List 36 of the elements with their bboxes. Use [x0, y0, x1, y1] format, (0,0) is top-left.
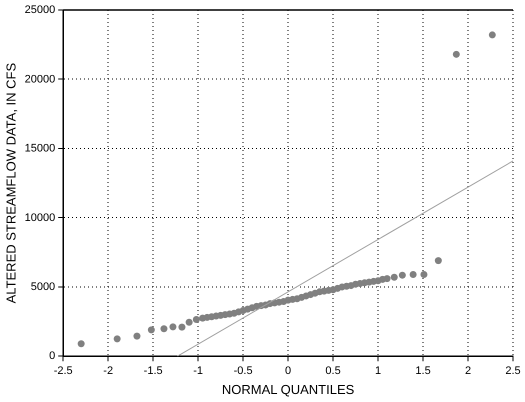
- x-tick-label: -1: [193, 364, 204, 377]
- point: [398, 272, 406, 279]
- x-tick-label: -2: [103, 364, 114, 377]
- point: [178, 324, 186, 331]
- point: [410, 270, 417, 278]
- point: [169, 323, 176, 330]
- y-axis-title: ALTERED STREAMFLOW DATA, IN CFS: [3, 62, 18, 304]
- x-tick-label: -1.5: [144, 364, 163, 377]
- y-tick-label: 25000: [24, 4, 56, 16]
- point: [133, 332, 140, 340]
- x-axis-title: NORMAL QUANTILES: [222, 382, 355, 397]
- point: [148, 326, 155, 334]
- y-tick-label: 0: [49, 350, 56, 362]
- point: [78, 340, 85, 348]
- point: [420, 270, 428, 278]
- y-tick-label: 15000: [24, 142, 56, 155]
- point: [192, 316, 200, 324]
- point: [160, 325, 168, 332]
- point: [186, 318, 193, 326]
- point: [384, 275, 391, 282]
- x-tick-label: -2.5: [54, 364, 73, 377]
- point: [434, 257, 442, 264]
- y-tick-label: 20000: [24, 73, 56, 86]
- y-tick-label: 10000: [24, 212, 56, 224]
- x-tick-label: 0.5: [325, 364, 341, 377]
- point: [390, 274, 398, 281]
- point: [114, 335, 121, 342]
- y-tick-label: 5000: [30, 280, 56, 293]
- point: [452, 50, 460, 58]
- x-tick-label: 1: [374, 364, 382, 377]
- x-tick-label: 1.5: [415, 364, 431, 377]
- x-tick-label: -0.5: [234, 364, 253, 377]
- x-tick-label: 2: [464, 364, 472, 377]
- x-tick-label: 0: [285, 364, 292, 377]
- x-tick-label: 2.5: [505, 364, 521, 377]
- point: [488, 31, 496, 38]
